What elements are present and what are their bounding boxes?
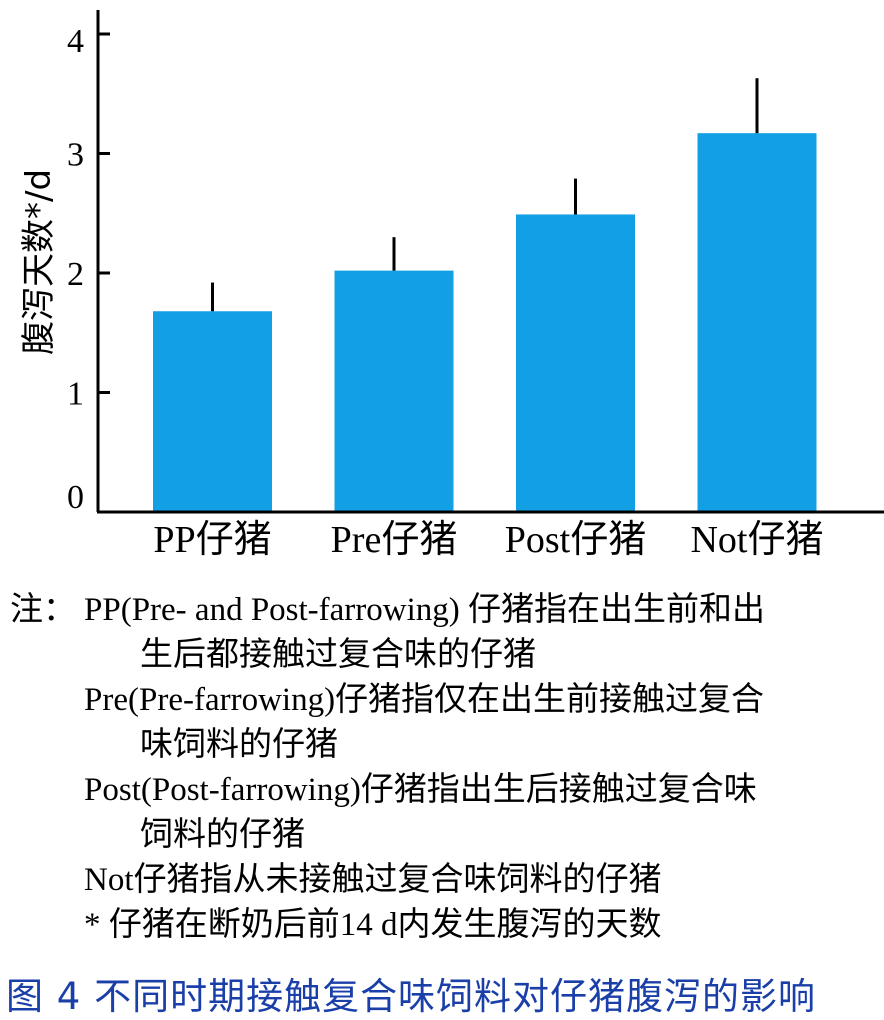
x-tick-label-1: PP仔猪 — [153, 519, 271, 561]
bar-3 — [516, 214, 635, 512]
note-pp-line2: 生后都接触过复合味的仔猪 — [140, 637, 536, 673]
notes-prefix: 注： — [10, 592, 76, 628]
bars-group — [153, 133, 817, 512]
note-asterisk: * 仔猪在断奶后前14 d内发生腹泻的天数 — [84, 907, 662, 943]
error-bars-group — [211, 78, 759, 312]
note-pre: Pre(Pre-farrowing)仔猪指仅在出生前接触过复合 味饲料的仔猪 — [84, 678, 864, 768]
note-pp: PP(Pre- and Post-farrowing) 仔猪指在出生前和出 生后… — [84, 588, 864, 678]
note-post: Post(Post-farrowing)仔猪指出生后接触过复合味 饲料的仔猪 — [84, 768, 864, 858]
y-ticks-group: 0 1 2 3 4 — [67, 23, 110, 516]
note-pp-line1: PP(Pre- and Post-farrowing) 仔猪指在出生前和出 — [84, 592, 766, 628]
y-tick-label-0: 0 — [67, 479, 84, 516]
x-tick-label-3: Post仔猪 — [505, 519, 646, 561]
figure-caption: 图 4 不同时期接触复合味饲料对仔猪腹泻的影响 — [6, 975, 817, 1018]
bar-1 — [153, 311, 272, 512]
y-tick-label-4: 4 — [67, 23, 84, 60]
y-tick-label-3: 3 — [67, 137, 84, 174]
bar-2 — [334, 270, 454, 512]
x-labels-group: PP仔猪 Pre仔猪 Post仔猪 Not仔猪 — [153, 519, 823, 561]
y-axis-label: 腹泻天数*/d — [19, 169, 59, 355]
y-tick-label-1: 1 — [67, 376, 84, 413]
note-post-line1: Post(Post-farrowing)仔猪指出生后接触过复合味 — [84, 772, 757, 808]
x-tick-label-2: Pre仔猪 — [331, 519, 458, 561]
note-not: Not仔猪指从未接触过复合味饲料的仔猪 — [84, 862, 662, 898]
note-post-line2: 饲料的仔猪 — [140, 817, 305, 853]
bar-chart: 0 1 2 3 4 PP仔猪 Pre仔猪 Post仔猪 Not仔猪 腹泻天数*/d — [19, 10, 884, 561]
y-tick-label-2: 2 — [67, 256, 84, 293]
note-pre-line2: 味饲料的仔猪 — [140, 727, 338, 763]
x-tick-label-4: Not仔猪 — [690, 519, 823, 561]
note-pre-line1: Pre(Pre-farrowing)仔猪指仅在出生前接触过复合 — [84, 682, 765, 718]
bar-4 — [697, 133, 817, 512]
